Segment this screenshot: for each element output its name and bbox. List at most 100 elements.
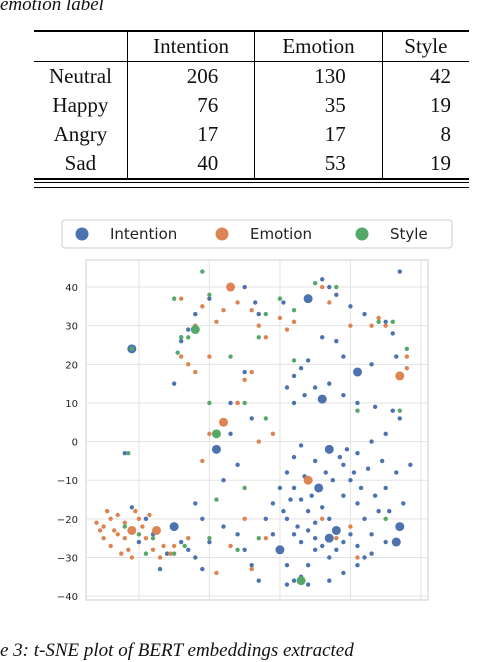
data-point (320, 505, 325, 510)
data-point (376, 319, 381, 325)
data-point (379, 458, 385, 464)
table-row: Happy 76 35 19 (34, 91, 469, 120)
data-point (344, 447, 350, 452)
data-point (263, 311, 269, 317)
data-point (298, 365, 304, 371)
data-point (263, 335, 269, 340)
data-point (327, 555, 332, 560)
data-point (404, 354, 410, 359)
data-point (126, 450, 131, 456)
data-point (193, 501, 198, 506)
data-point (190, 325, 200, 335)
data-point (390, 408, 395, 413)
data-point (341, 539, 346, 545)
data-point (284, 516, 290, 522)
data-point (298, 497, 304, 502)
data-point (331, 525, 341, 535)
row-label: Neutral (48, 64, 112, 88)
data-point (115, 512, 120, 518)
data-point (334, 547, 339, 552)
data-point (296, 576, 306, 586)
data-point (235, 532, 240, 537)
data-point (256, 311, 261, 317)
data-point (101, 524, 106, 529)
data-point (143, 535, 149, 541)
data-point (157, 555, 163, 560)
table-cell: 40 (126, 149, 255, 179)
data-point (312, 535, 318, 541)
data-point (355, 400, 360, 406)
data-point (404, 365, 410, 371)
data-point (355, 408, 360, 413)
data-point (348, 524, 353, 529)
data-point (312, 458, 318, 464)
table-row: Sad 40 53 19 (34, 149, 469, 179)
data-point (129, 505, 135, 510)
data-point (164, 551, 170, 556)
data-point (391, 537, 401, 547)
data-point (178, 539, 184, 545)
data-point (186, 327, 191, 332)
data-point (334, 292, 339, 297)
data-point (207, 535, 212, 541)
data-point (362, 516, 367, 522)
data-point (133, 508, 138, 514)
data-point (169, 522, 179, 532)
data-point (305, 563, 311, 568)
data-point (320, 284, 325, 290)
data-point (376, 508, 381, 514)
data-point (291, 532, 297, 537)
data-point (129, 346, 135, 352)
table-cell: 42 (381, 61, 469, 91)
data-point (348, 532, 353, 537)
data-point (334, 338, 339, 344)
data-point (119, 551, 124, 556)
data-point (397, 269, 402, 274)
series-emotion (94, 282, 410, 576)
data-point (221, 478, 226, 483)
data-point (143, 516, 149, 522)
data-point (115, 532, 120, 537)
data-point (182, 543, 187, 549)
data-point (355, 543, 360, 549)
data-point (242, 516, 247, 522)
data-point (122, 524, 127, 529)
data-point (108, 516, 113, 522)
data-point (348, 323, 353, 328)
data-point (348, 304, 353, 309)
data-point (295, 524, 300, 529)
data-point (136, 539, 142, 545)
data-point (404, 346, 410, 352)
legend-marker (355, 227, 369, 241)
data-point (323, 470, 328, 475)
data-point (186, 547, 191, 552)
y-tick-label: 30 (65, 322, 78, 333)
data-point (320, 516, 325, 522)
data-point (256, 578, 261, 583)
data-point (193, 369, 198, 375)
data-point (372, 404, 378, 410)
data-point (327, 284, 332, 290)
data-point (207, 431, 212, 437)
data-point (334, 535, 339, 541)
data-point (242, 547, 247, 552)
data-point (242, 377, 247, 382)
data-point (302, 393, 307, 398)
legend-box (61, 219, 453, 249)
table-cell: 8 (381, 120, 469, 149)
data-point (207, 354, 212, 359)
data-point (226, 282, 236, 292)
table-row: Angry 17 17 8 (34, 120, 469, 149)
table-header-cell (34, 31, 127, 62)
data-point (390, 331, 395, 336)
data-point (193, 311, 198, 317)
data-point (351, 470, 357, 475)
data-point (284, 563, 290, 568)
data-point (97, 528, 103, 533)
data-point (277, 296, 283, 301)
table-header-row: Intention Emotion Style (34, 31, 469, 62)
data-point (298, 443, 304, 448)
emotion-table: Intention Emotion Style Neutral 206 130 … (34, 30, 469, 180)
table-cell: 17 (254, 120, 383, 149)
table-header-cell: Emotion (254, 31, 383, 62)
